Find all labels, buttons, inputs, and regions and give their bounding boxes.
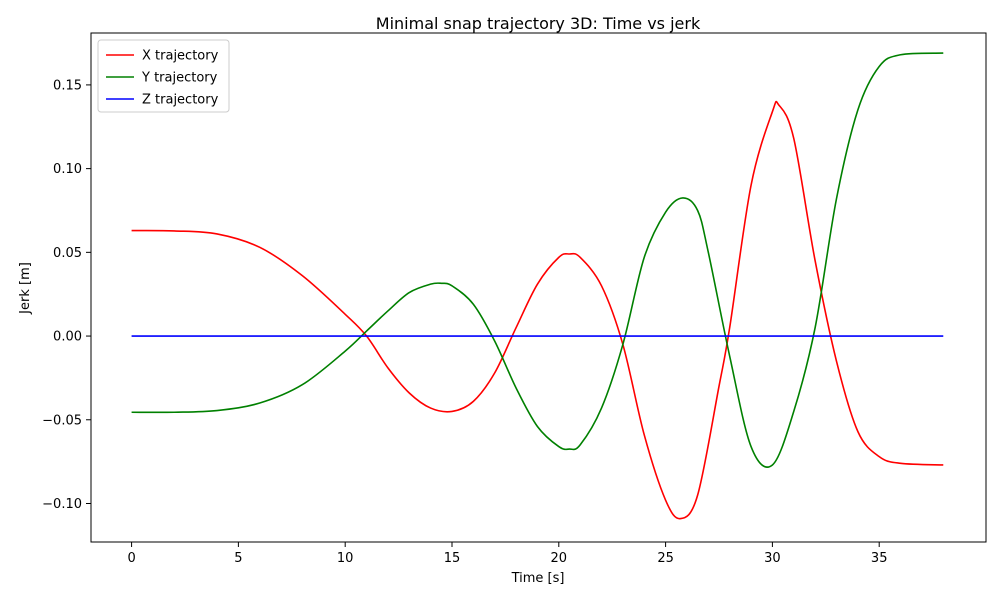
- x-tick-label: 0: [127, 551, 135, 566]
- legend-label: Y trajectory: [141, 71, 218, 86]
- y-tick-label: −0.10: [42, 497, 82, 512]
- y-tick-label: 0.05: [53, 246, 82, 261]
- legend-label: Z trajectory: [142, 93, 219, 108]
- legend-box: [97, 39, 230, 113]
- x-tick-label: 25: [657, 551, 674, 566]
- series-line-1: [131, 100, 944, 520]
- y-axis: −0.10 −0.05 0.00 0.05 0.10 0.15: [42, 78, 91, 512]
- x-tick-label: 15: [444, 551, 461, 566]
- y-axis-label: Jerk [m]: [18, 262, 33, 315]
- plot-lines: [131, 52, 944, 520]
- x-axis-label: Time [s]: [511, 571, 565, 586]
- chart-title: Minimal snap trajectory 3D: Time vs jerk: [376, 14, 701, 33]
- plot-frame: [90, 32, 987, 543]
- x-tick-label: 20: [551, 551, 568, 566]
- x-axis: 0 5 10 15 20 25 30 35: [127, 542, 887, 566]
- x-tick-label: 5: [234, 551, 242, 566]
- series-line-2: [131, 52, 944, 468]
- legend: X trajectory Y trajectory Z trajectory: [97, 39, 230, 113]
- y-tick-label: −0.05: [42, 413, 82, 428]
- y-tick-label: 0.15: [53, 78, 82, 93]
- x-tick-label: 35: [871, 551, 888, 566]
- x-tick-label: 10: [337, 551, 354, 566]
- legend-label: X trajectory: [142, 49, 219, 64]
- y-tick-label: 0.10: [53, 162, 82, 177]
- x-tick-label: 30: [764, 551, 781, 566]
- y-tick-label: 0.00: [53, 330, 82, 345]
